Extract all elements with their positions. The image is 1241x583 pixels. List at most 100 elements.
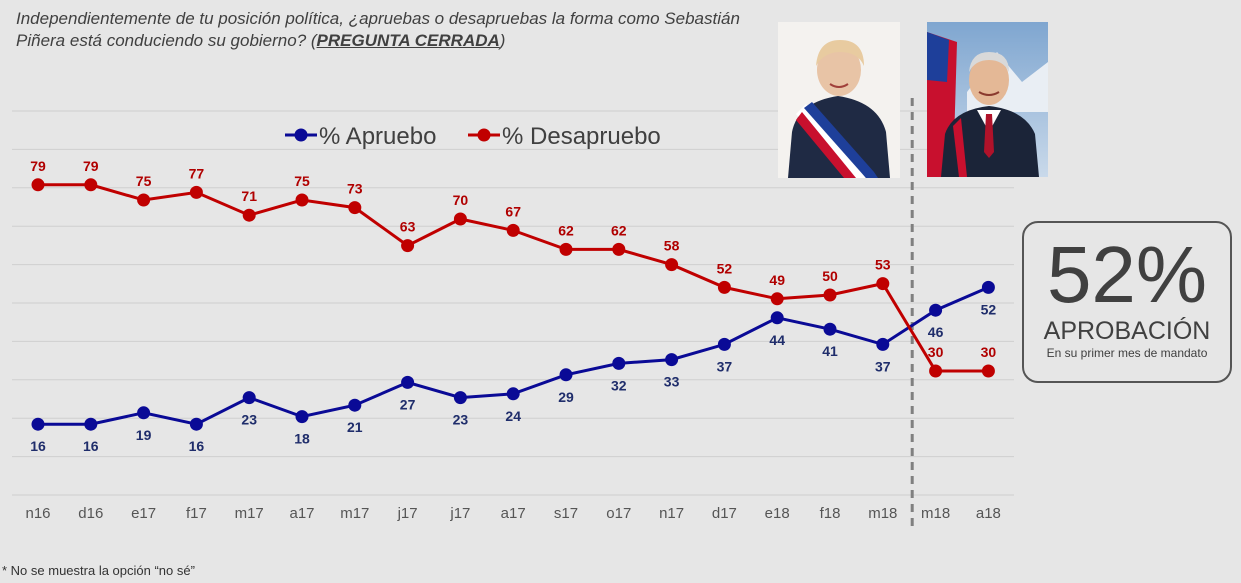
x-tick-label: d16	[78, 505, 103, 522]
x-tick-label: m18	[868, 505, 897, 522]
data-point	[84, 417, 98, 431]
legend-marker	[477, 128, 491, 142]
legend-label: % Apruebo	[319, 123, 436, 150]
data-label: 75	[294, 173, 310, 189]
data-label: 23	[453, 412, 469, 428]
legend: % Apruebo % Desapruebo	[285, 123, 661, 150]
series-line-apruebo	[38, 286, 989, 426]
data-point	[876, 337, 890, 351]
data-point	[84, 178, 98, 192]
x-tick-label: j17	[397, 505, 418, 522]
data-point	[612, 242, 626, 256]
x-tick-label: m17	[235, 505, 264, 522]
data-label: 16	[189, 438, 205, 454]
x-tick-label: s17	[554, 505, 578, 522]
data-point	[137, 193, 151, 207]
data-label: 79	[83, 158, 99, 174]
data-label: 79	[30, 158, 46, 174]
data-point	[137, 406, 151, 420]
legend-marker	[294, 128, 308, 142]
data-label: 53	[875, 257, 891, 273]
x-tick-labels: n16 d16 e17 f17 m17 a17 m17 j17 j17 a17 s17 o17 n17 d…	[25, 505, 1000, 522]
data-point	[453, 391, 467, 405]
data-point	[929, 364, 943, 378]
data-point	[31, 178, 45, 192]
callout-sub: En su primer mes de mandato	[1046, 346, 1208, 360]
data-label: 63	[400, 219, 416, 235]
x-tick-label: o17	[606, 505, 631, 522]
data-label: 46	[928, 324, 944, 340]
data-label: 23	[241, 412, 257, 428]
data-label: 52	[717, 260, 733, 276]
data-label: 21	[347, 419, 363, 435]
data-point	[348, 398, 362, 412]
bachelet-photo	[778, 22, 900, 178]
data-point	[665, 258, 679, 272]
data-point	[401, 375, 415, 389]
data-label: 52	[981, 301, 997, 317]
data-point	[189, 185, 203, 199]
x-tick-label: e17	[131, 505, 156, 522]
question-text: Independientemente de tu posición políti…	[16, 8, 756, 52]
data-point	[348, 201, 362, 215]
data-label: 37	[875, 358, 891, 374]
data-point	[559, 242, 573, 256]
data-point	[401, 239, 415, 253]
data-label: 49	[769, 272, 785, 288]
x-tick-label: e18	[765, 505, 790, 522]
data-label: 77	[189, 165, 205, 181]
data-point	[506, 387, 520, 401]
data-point	[453, 212, 467, 226]
data-point	[559, 368, 573, 382]
pinera-photo	[927, 22, 1048, 177]
data-point	[295, 410, 309, 424]
approval-callout: 52% APROBACIÓN En su primer mes de manda…	[1022, 221, 1232, 383]
x-tick-label: f18	[820, 505, 841, 522]
data-label: 41	[822, 343, 838, 359]
data-label: 70	[453, 192, 469, 208]
data-label: 37	[717, 358, 733, 374]
data-points	[31, 178, 995, 431]
data-label: 18	[294, 431, 310, 447]
data-point	[295, 193, 309, 207]
data-point	[770, 311, 784, 325]
x-tick-label: n17	[659, 505, 684, 522]
question-body: Independientemente de tu posición políti…	[16, 9, 740, 50]
data-point	[612, 356, 626, 370]
data-label: 32	[611, 377, 627, 393]
data-point	[770, 292, 784, 306]
data-point	[981, 364, 995, 378]
x-tick-label: a18	[976, 505, 1001, 522]
data-point	[823, 322, 837, 336]
data-label: 73	[347, 181, 363, 197]
data-label: 33	[664, 374, 680, 390]
data-label: 29	[558, 389, 574, 405]
x-tick-label: a17	[289, 505, 314, 522]
callout-value: 52%	[1046, 230, 1208, 319]
data-label: 27	[400, 396, 416, 412]
data-labels: 16 16 19 16 23 18 21 27 23 24 29 32 33 37 44 41 37 46 52 79…	[30, 158, 996, 454]
x-tick-label: a17	[501, 505, 526, 522]
question-emphasis: PREGUNTA CERRADA	[316, 31, 500, 50]
data-label: 44	[769, 332, 785, 348]
data-label: 24	[505, 408, 521, 424]
question-end: )	[499, 31, 506, 50]
data-point	[876, 277, 890, 291]
data-label: 16	[30, 438, 46, 454]
x-tick-label: m18	[921, 505, 950, 522]
data-point	[242, 208, 256, 222]
data-point	[823, 288, 837, 302]
data-point	[981, 280, 995, 294]
data-label: 30	[981, 344, 997, 360]
data-label: 19	[136, 427, 152, 443]
x-tick-label: m17	[340, 505, 369, 522]
callout-label: APROBACIÓN	[1043, 317, 1211, 345]
data-label: 62	[558, 222, 574, 238]
data-point	[506, 223, 520, 237]
data-label: 58	[664, 238, 680, 254]
legend-label: % Desapruebo	[502, 123, 661, 150]
footnote: * No se muestra la opción “no sé”	[2, 563, 195, 578]
data-label: 67	[505, 203, 521, 219]
data-point	[242, 391, 256, 405]
